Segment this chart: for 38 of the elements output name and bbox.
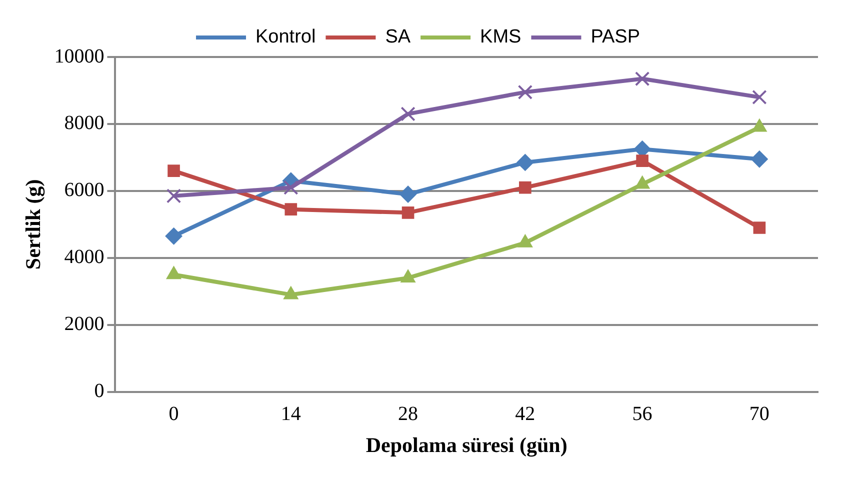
x-tick-label: 28: [398, 403, 418, 426]
y-tick-label: 8000: [64, 112, 104, 134]
y-tick-label: 2000: [64, 313, 104, 336]
x-tick-label: 70: [749, 403, 770, 426]
point: [752, 90, 767, 105]
y-tick-label: 4000: [64, 246, 104, 268]
point: [518, 84, 533, 100]
point: [519, 181, 532, 194]
point: [400, 106, 416, 122]
point: [636, 154, 648, 167]
point: [284, 203, 298, 216]
x-axis-title: Depolama süresi (gün): [366, 432, 568, 457]
legend-label: SA: [385, 26, 411, 48]
x-tick-label: 14: [280, 403, 301, 426]
point: [168, 164, 180, 177]
point: [284, 180, 298, 195]
point: [400, 186, 417, 203]
point: [518, 234, 533, 248]
y-axis-title: Sertlik (g): [21, 179, 46, 270]
point: [516, 154, 534, 171]
y-tick-label: 10000: [54, 45, 104, 68]
y-tick-label: 0: [94, 380, 104, 402]
point: [750, 150, 768, 168]
point: [166, 188, 182, 204]
point: [402, 206, 414, 219]
legend-label: KMS: [480, 26, 522, 48]
y-tick-label: 6000: [64, 179, 104, 202]
point: [400, 269, 416, 282]
point: [165, 228, 182, 245]
point: [634, 71, 650, 86]
point: [166, 266, 182, 280]
x-tick-label: 0: [168, 403, 179, 426]
point: [753, 222, 766, 234]
point: [283, 286, 298, 300]
x-tick-label: 42: [515, 403, 536, 426]
legend-label: Kontrol: [256, 26, 316, 48]
x-tick-label: 56: [632, 403, 652, 426]
legend-label: PASP: [590, 26, 640, 48]
